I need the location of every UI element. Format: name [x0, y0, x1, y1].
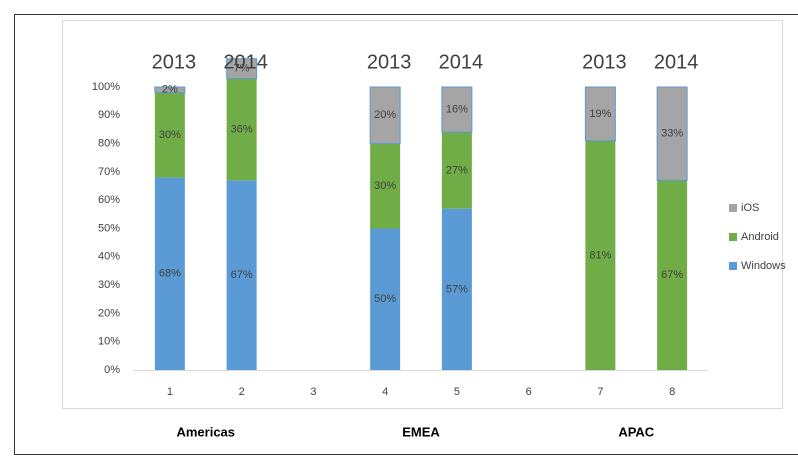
- data-label: 30%: [159, 129, 181, 141]
- bar-segment: [441, 208, 472, 370]
- x-tick-label: 7: [597, 386, 603, 398]
- y-tick-label: 20%: [98, 307, 120, 319]
- bar-segment: [154, 92, 185, 178]
- bar-segment: [656, 86, 688, 181]
- year-label: 2013: [367, 51, 412, 73]
- y-tick-label: 0%: [104, 364, 120, 376]
- year-label: 2014: [439, 51, 484, 73]
- year-label: 2013: [152, 51, 197, 73]
- year-label: 2014: [654, 51, 699, 73]
- data-label: 50%: [374, 293, 396, 305]
- x-tick-label: 5: [454, 386, 460, 398]
- year-label: 2014: [223, 51, 268, 73]
- bar-segment: [154, 86, 186, 94]
- data-label: 57%: [446, 283, 468, 295]
- bar-segment: [370, 228, 401, 370]
- bar-segment: [226, 180, 257, 370]
- legend-label: Android: [741, 231, 779, 243]
- bar-segment: [585, 140, 616, 370]
- y-tick-label: 70%: [98, 166, 120, 178]
- x-tick-label: 2: [239, 386, 245, 398]
- x-tick-label: 3: [310, 386, 316, 398]
- y-tick-label: 10%: [98, 336, 120, 348]
- legend-label: iOS: [741, 202, 759, 214]
- x-tick-label: 8: [669, 386, 675, 398]
- y-tick-label: 40%: [98, 251, 120, 263]
- data-label: 67%: [661, 269, 683, 281]
- bar-segment: [154, 177, 185, 370]
- legend-swatch: [729, 262, 737, 270]
- y-tick-label: 60%: [98, 194, 120, 206]
- bar-segment: [370, 143, 401, 229]
- y-tick-label: 100%: [92, 81, 120, 93]
- data-label: 33%: [661, 128, 683, 140]
- x-tick-label: 1: [167, 386, 173, 398]
- data-label: 20%: [374, 109, 396, 121]
- group-label: EMEA: [402, 424, 440, 439]
- legend-label: Windows: [741, 260, 786, 272]
- x-tick-label: 4: [382, 386, 388, 398]
- bar-segment: [226, 78, 257, 181]
- bar-segment: [226, 58, 258, 80]
- data-label: 16%: [446, 104, 468, 116]
- data-label: 67%: [231, 269, 253, 281]
- legend-swatch: [729, 233, 737, 241]
- data-label: 19%: [589, 108, 611, 120]
- data-label: 27%: [446, 164, 468, 176]
- bar-segment: [441, 132, 472, 209]
- data-label: 68%: [159, 268, 181, 280]
- y-tick-label: 80%: [98, 138, 120, 150]
- bar-segment: [584, 86, 616, 142]
- data-label: 2%: [162, 84, 178, 96]
- bar-segment: [657, 180, 688, 370]
- bar-segment: [369, 86, 401, 145]
- y-tick-label: 30%: [98, 279, 120, 291]
- x-tick-label: 6: [526, 386, 532, 398]
- data-label: 30%: [374, 180, 396, 192]
- group-label: APAC: [618, 424, 654, 439]
- legend-swatch: [729, 204, 737, 212]
- data-label: 7%: [234, 63, 250, 75]
- group-label: Americas: [176, 424, 235, 439]
- year-label: 2013: [582, 51, 627, 73]
- data-label: 81%: [589, 249, 611, 261]
- y-tick-label: 90%: [98, 109, 120, 121]
- bar-segment: [441, 86, 473, 133]
- y-tick-label: 50%: [98, 222, 120, 234]
- data-label: 36%: [231, 123, 253, 135]
